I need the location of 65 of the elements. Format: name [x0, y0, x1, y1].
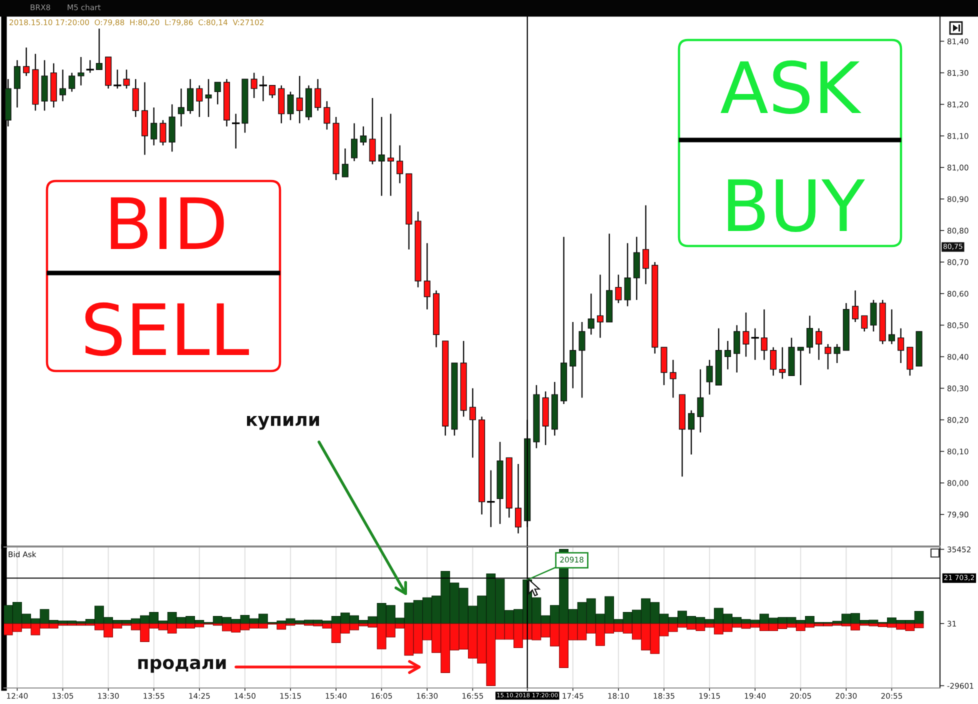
candlestick — [287, 91, 294, 121]
candlestick — [396, 144, 404, 184]
candlestick — [369, 97, 376, 165]
candlestick — [68, 72, 76, 92]
candlestick — [96, 28, 102, 70]
candlestick — [816, 328, 822, 360]
annotation: BID — [110, 197, 224, 249]
candlestick — [78, 56, 84, 86]
candlestick — [269, 84, 276, 99]
candlestick — [424, 242, 430, 310]
candlestick — [196, 84, 203, 118]
candlestick — [514, 463, 522, 534]
candlestick — [324, 100, 330, 130]
candlestick — [205, 78, 212, 118]
candlestick — [770, 346, 777, 376]
candlestick — [469, 388, 476, 458]
annotation: ASK — [720, 60, 862, 114]
candlestick — [670, 359, 676, 398]
annotation: купили — [247, 416, 319, 430]
candlestick — [360, 126, 367, 146]
candlestick — [23, 46, 30, 77]
candlestick — [387, 113, 394, 196]
candlestick — [824, 343, 832, 370]
candlestick — [214, 82, 221, 105]
candlestick — [342, 148, 348, 178]
candlestick — [861, 315, 868, 332]
candlestick — [178, 88, 184, 128]
candlestick — [14, 60, 20, 108]
candlestick — [870, 299, 877, 332]
candlestick — [734, 324, 740, 374]
candlestick — [834, 343, 840, 364]
candlestick — [797, 346, 804, 386]
annotation: SELL — [85, 302, 249, 356]
candlestick — [314, 78, 322, 112]
candlestick — [906, 346, 914, 376]
candlestick — [624, 242, 631, 307]
candlestick — [588, 292, 594, 336]
candlestick — [123, 69, 130, 90]
candlestick — [806, 315, 813, 354]
candlestick — [160, 119, 166, 146]
annotation: продали — [138, 658, 226, 673]
candlestick — [570, 321, 576, 389]
candlestick — [296, 75, 303, 124]
candlestick — [59, 69, 66, 102]
candlestick — [578, 321, 586, 398]
candlestick — [742, 312, 750, 358]
candlestick — [898, 328, 904, 364]
annotation: BUY — [728, 179, 865, 232]
candlestick — [706, 359, 713, 396]
candlestick — [888, 308, 895, 345]
candlestick — [724, 340, 732, 370]
candlestick — [596, 274, 604, 338]
candlestick — [187, 78, 194, 114]
candlestick — [350, 122, 358, 162]
candlestick — [132, 78, 139, 118]
candlestick — [250, 72, 258, 99]
candlestick — [697, 368, 704, 434]
candlestick — [760, 308, 768, 360]
candlestick — [642, 204, 650, 285]
candlestick — [688, 410, 695, 456]
candlestick — [150, 106, 158, 146]
candlestick — [779, 346, 786, 380]
candlestick — [615, 274, 622, 304]
candlestick — [852, 290, 859, 323]
candlestick — [378, 116, 385, 196]
